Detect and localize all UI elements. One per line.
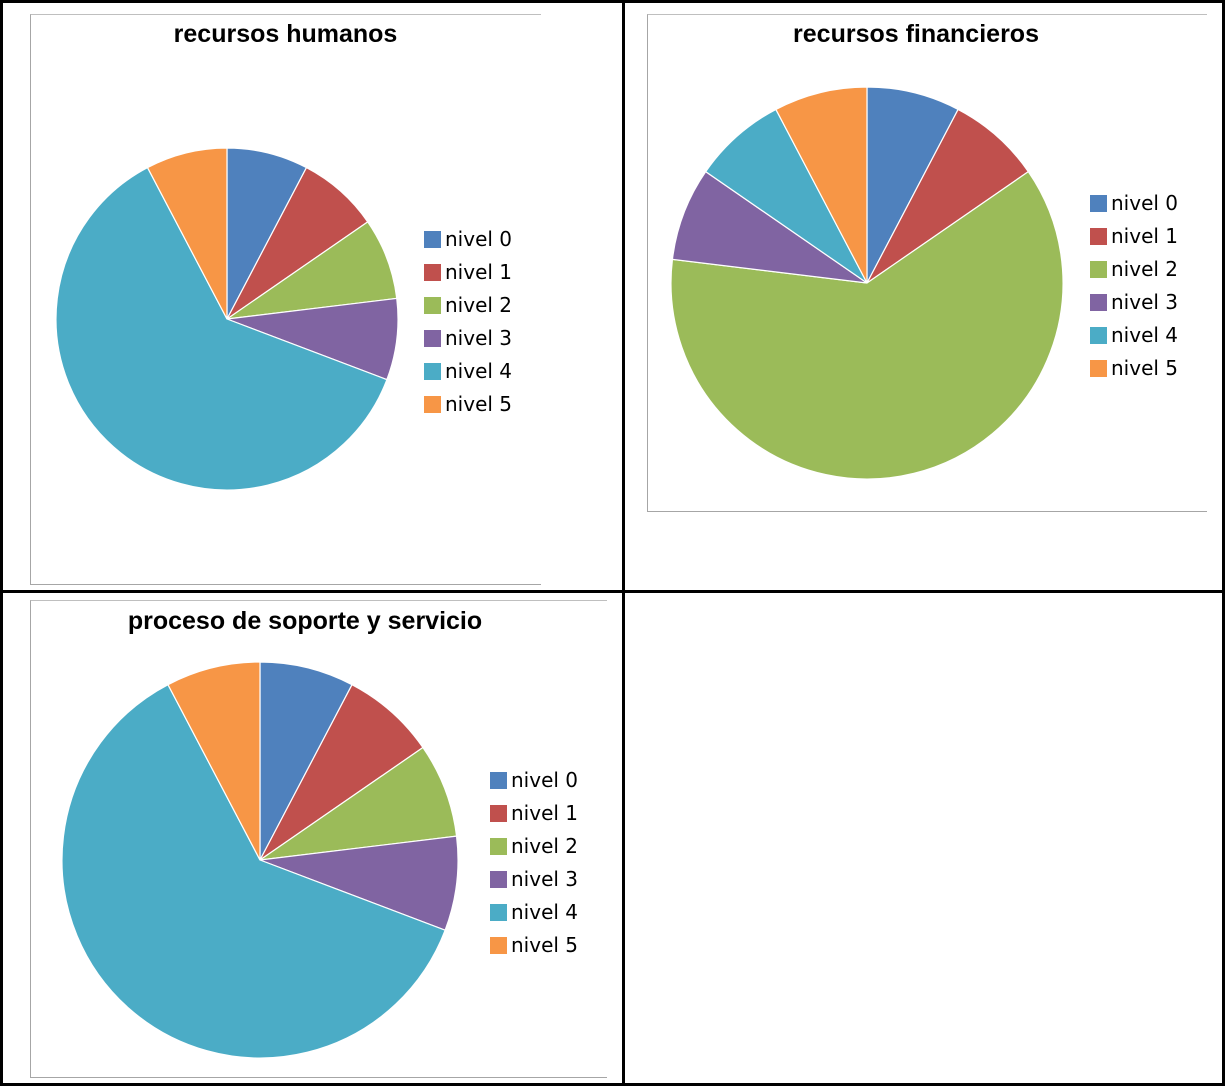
chart-title: proceso de soporte y servicio (127, 607, 483, 635)
table-divider-horizontal (0, 590, 1225, 593)
legend-swatch (1090, 293, 1107, 311)
table-border-right (1222, 0, 1225, 1086)
legend-label: nivel 0 (1111, 191, 1179, 215)
legend-swatch (490, 903, 507, 921)
legend-label: nivel 4 (511, 900, 579, 924)
table-border-left (0, 0, 3, 1086)
legend-item-nivel-0: nivel 0 (424, 227, 513, 251)
legend-label: nivel 1 (445, 260, 513, 284)
legend-item-nivel-2: nivel 2 (1090, 257, 1179, 281)
legend-item-nivel-4: nivel 4 (424, 359, 513, 383)
legend-item-nivel-5: nivel 5 (490, 933, 579, 957)
legend-item-nivel-2: nivel 2 (490, 834, 579, 858)
pie-slice-nivel-2 (670, 170, 1064, 480)
legend-item-nivel-0: nivel 0 (490, 768, 579, 792)
pie-slice-nivel-4 (55, 166, 388, 491)
legend-swatch (424, 329, 441, 347)
legend-swatch (1090, 359, 1107, 377)
legend-label: nivel 2 (511, 834, 579, 858)
pie-chart-proceso-de-soporte-y-servicio (61, 661, 459, 1059)
legend-label: nivel 1 (1111, 224, 1179, 248)
legend-swatch (490, 771, 507, 789)
legend-item-nivel-3: nivel 3 (424, 326, 513, 350)
pie-slice-nivel-3 (259, 835, 459, 931)
legend-swatch (424, 230, 441, 248)
pie-slice-nivel-4 (61, 683, 446, 1059)
pie-slice-nivel-0 (866, 86, 959, 284)
legend-label: nivel 2 (445, 293, 513, 317)
legend-label: nivel 5 (445, 392, 513, 416)
chart-title: recursos financieros (793, 20, 1039, 48)
legend-swatch (424, 395, 441, 413)
chart-frame-proceso-de-soporte-y-servicio (30, 600, 607, 1078)
legend-label: nivel 4 (1111, 323, 1179, 347)
table-border-top (0, 0, 1225, 3)
pie-slice-nivel-0 (259, 661, 353, 861)
legend-item-nivel-0: nivel 0 (1090, 191, 1179, 215)
legend-swatch (424, 263, 441, 281)
legend-label: nivel 5 (511, 933, 579, 957)
legend-label: nivel 2 (1111, 257, 1179, 281)
legend-item-nivel-1: nivel 1 (424, 260, 513, 284)
legend-label: nivel 0 (445, 227, 513, 251)
legend-item-nivel-1: nivel 1 (490, 801, 579, 825)
legend-swatch (1090, 227, 1107, 245)
legend-item-nivel-2: nivel 2 (424, 293, 513, 317)
legend-item-nivel-5: nivel 5 (424, 392, 513, 416)
legend-label: nivel 5 (1111, 356, 1179, 380)
pie-slice-nivel-5 (146, 147, 228, 320)
legend-item-nivel-4: nivel 4 (1090, 323, 1179, 347)
pie-slice-nivel-5 (775, 86, 868, 284)
legend-swatch (424, 362, 441, 380)
legend-label: nivel 1 (511, 801, 579, 825)
chart-frame-recursos-financieros (647, 14, 1207, 512)
pie-slice-nivel-1 (866, 108, 1030, 284)
legend-label: nivel 0 (511, 768, 579, 792)
legend-label: nivel 3 (445, 326, 513, 350)
legend-label: nivel 3 (1111, 290, 1179, 314)
legend-swatch (1090, 260, 1107, 278)
legend-swatch (424, 296, 441, 314)
pie-chart-recursos-humanos (55, 147, 399, 491)
legend-item-nivel-3: nivel 3 (1090, 290, 1179, 314)
legend-item-nivel-4: nivel 4 (490, 900, 579, 924)
pie-slice-nivel-2 (259, 746, 458, 861)
legend-item-nivel-1: nivel 1 (1090, 224, 1179, 248)
legend-swatch (490, 804, 507, 822)
pie-slice-nivel-1 (259, 683, 424, 861)
legend-swatch (490, 870, 507, 888)
chart-frame-recursos-humanos (30, 14, 541, 585)
pie-slice-nivel-5 (167, 661, 261, 861)
table-divider-vertical (622, 0, 625, 1086)
legend-item-nivel-3: nivel 3 (490, 867, 579, 891)
legend-label: nivel 4 (445, 359, 513, 383)
legend-swatch (490, 837, 507, 855)
pie-slice-nivel-3 (671, 170, 868, 284)
legend-item-nivel-5: nivel 5 (1090, 356, 1179, 380)
pie-slice-nivel-4 (704, 108, 868, 284)
legend-label: nivel 3 (511, 867, 579, 891)
chart-title: recursos humanos (173, 20, 398, 48)
legend-swatch (490, 936, 507, 954)
legend-swatch (1090, 326, 1107, 344)
table-border-bottom (0, 1083, 1225, 1086)
legend-swatch (1090, 194, 1107, 212)
pie-chart-recursos-financieros (670, 86, 1064, 480)
